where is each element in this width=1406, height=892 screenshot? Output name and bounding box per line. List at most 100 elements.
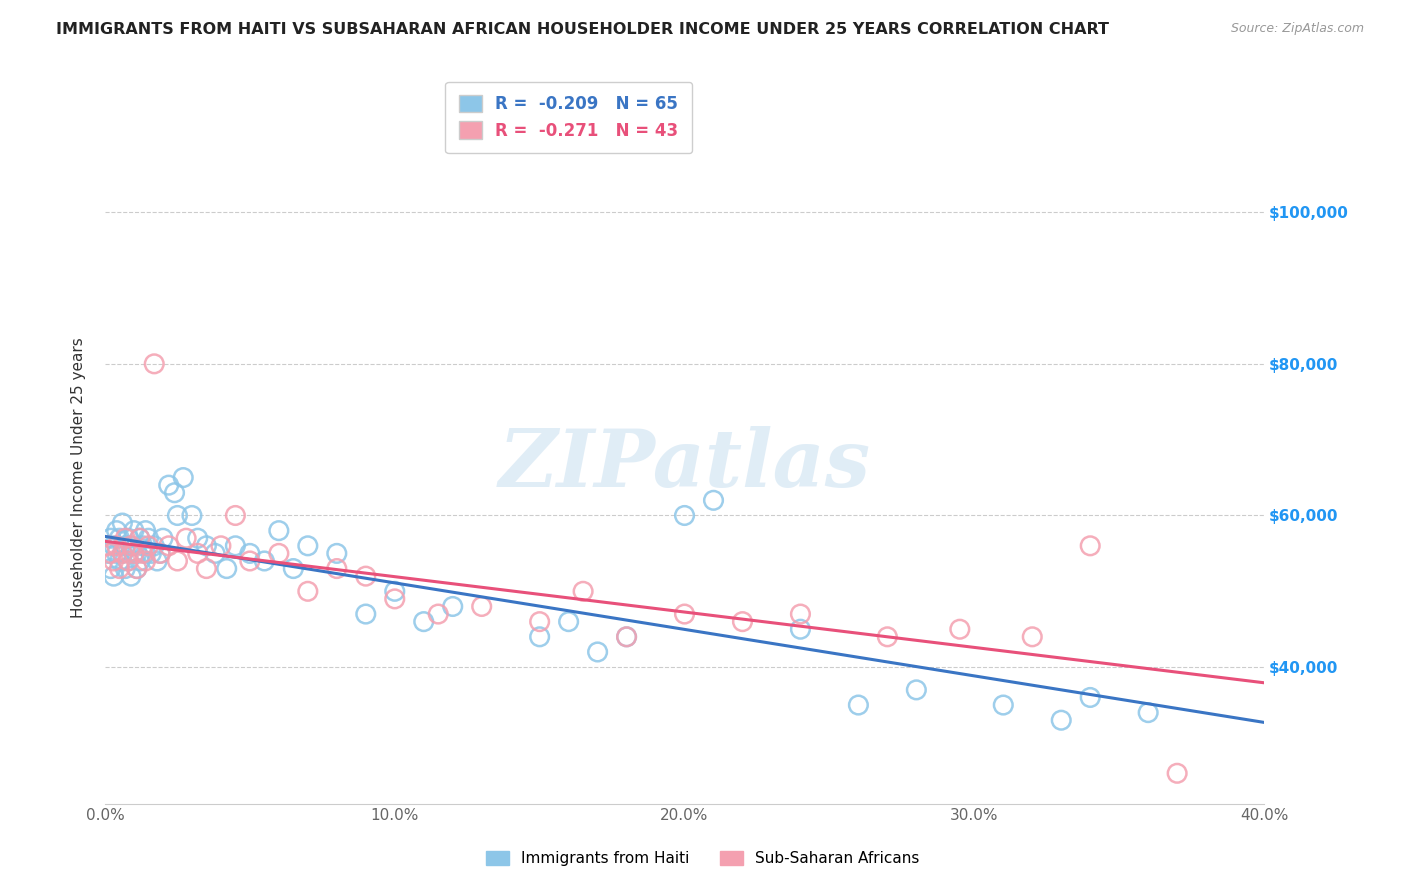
Point [354,607,377,621]
Point [572,584,595,599]
Point [215,561,238,575]
Point [1137,706,1160,720]
Point [138,531,160,545]
Point [111,516,134,530]
Point [103,554,125,568]
Point [789,622,811,636]
Point [529,630,551,644]
Point [297,539,319,553]
Point [239,554,262,568]
Point [789,607,811,621]
Point [163,485,186,500]
Legend: R =  -0.209   N = 65, R =  -0.271   N = 43: R = -0.209 N = 65, R = -0.271 N = 43 [446,81,692,153]
Point [172,470,194,484]
Point [125,561,148,575]
Point [297,584,319,599]
Point [354,569,377,583]
Point [181,508,204,523]
Point [471,599,494,614]
Point [209,539,232,553]
Point [146,554,169,568]
Point [195,539,218,553]
Point [100,546,122,560]
Point [326,546,349,560]
Point [949,622,972,636]
Point [876,630,898,644]
Point [122,546,145,560]
Point [174,531,197,545]
Point [848,698,870,712]
Point [122,546,145,560]
Point [128,531,150,545]
Point [616,630,638,644]
Point [135,524,157,538]
Point [152,531,174,545]
Point [131,539,153,553]
Point [149,546,172,560]
Point [905,682,928,697]
Point [125,561,148,575]
Point [187,531,209,545]
Point [427,607,450,621]
Point [135,554,157,568]
Point [114,561,136,575]
Point [1166,766,1188,780]
Point [384,584,406,599]
Point [1050,713,1073,727]
Point [187,546,209,560]
Legend: Immigrants from Haiti, Sub-Saharan Africans: Immigrants from Haiti, Sub-Saharan Afric… [478,843,928,873]
Point [149,546,172,560]
Point [702,493,724,508]
Point [673,607,696,621]
Point [103,539,125,553]
Point [157,539,180,553]
Point [166,508,188,523]
Point [108,554,131,568]
Point [117,554,139,568]
Point [117,531,139,545]
Point [441,599,464,614]
Point [283,561,305,575]
Point [239,546,262,560]
Point [135,546,157,560]
Point [731,615,754,629]
Point [143,539,166,553]
Point [204,546,226,560]
Point [100,561,122,575]
Point [128,554,150,568]
Point [586,645,609,659]
Point [114,531,136,545]
Point [166,554,188,568]
Point [125,546,148,560]
Point [993,698,1015,712]
Point [105,524,128,538]
Point [141,546,163,560]
Point [122,524,145,538]
Point [120,539,142,553]
Point [117,554,139,568]
Text: Source: ZipAtlas.com: Source: ZipAtlas.com [1230,22,1364,36]
Point [120,569,142,583]
Point [131,546,153,560]
Point [97,546,120,560]
Point [224,508,246,523]
Point [114,539,136,553]
Point [1021,630,1043,644]
Point [1078,690,1101,705]
Point [267,524,290,538]
Point [143,357,166,371]
Point [100,531,122,545]
Point [1078,539,1101,553]
Point [412,615,434,629]
Point [557,615,579,629]
Point [97,539,120,553]
Point [616,630,638,644]
Point [157,478,180,492]
Point [138,539,160,553]
Point [529,615,551,629]
Point [103,569,125,583]
Point [128,531,150,545]
Point [253,554,276,568]
Point [105,546,128,560]
Text: IMMIGRANTS FROM HAITI VS SUBSAHARAN AFRICAN HOUSEHOLDER INCOME UNDER 25 YEARS CO: IMMIGRANTS FROM HAITI VS SUBSAHARAN AFRI… [56,22,1109,37]
